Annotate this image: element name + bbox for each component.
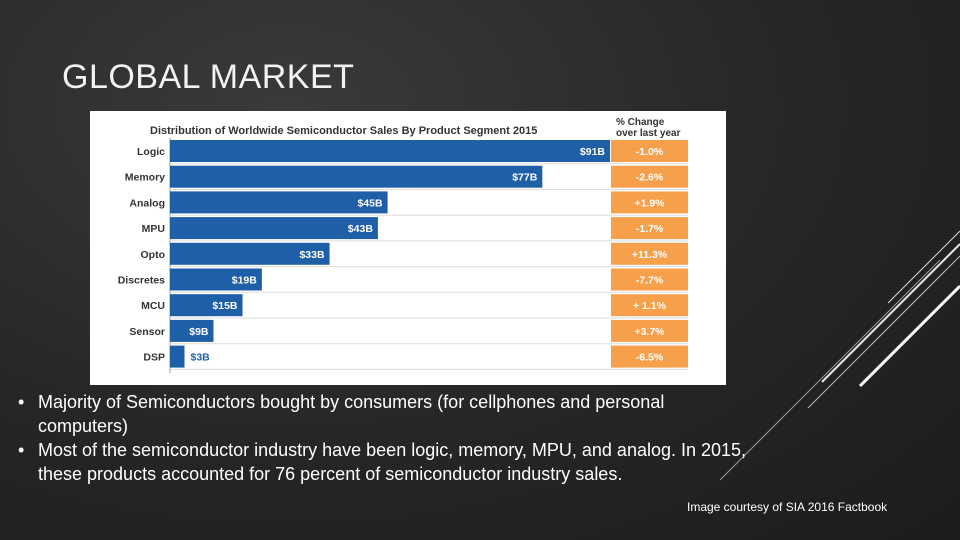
bar-value-label: $77B xyxy=(512,172,538,184)
category-label: Discretes xyxy=(118,275,165,287)
category-label: Sensor xyxy=(129,326,165,338)
bar-value-label: $9B xyxy=(189,326,209,338)
bar-value-label: $45B xyxy=(357,197,383,209)
category-label: Logic xyxy=(137,146,165,158)
change-box xyxy=(611,242,688,265)
bullet-item: • Majority of Semiconductors bought by c… xyxy=(14,390,754,438)
category-label: DSP xyxy=(143,352,165,364)
change-box xyxy=(611,165,688,188)
change-box xyxy=(611,294,688,317)
bar xyxy=(170,191,388,214)
image-credit: Image courtesy of SIA 2016 Factbook xyxy=(687,500,888,514)
category-label: MPU xyxy=(142,223,165,235)
bar xyxy=(170,165,543,188)
bar-value-label: $43B xyxy=(348,223,374,235)
bar xyxy=(170,242,330,265)
bar xyxy=(170,345,185,368)
bar-value-label: $33B xyxy=(299,249,325,261)
slide-title: GLOBAL MARKET xyxy=(62,58,355,96)
bar xyxy=(170,217,378,240)
chart-title: Distribution of Worldwide Semiconductor … xyxy=(150,125,537,137)
bullet-list: • Majority of Semiconductors bought by c… xyxy=(14,390,754,486)
change-label: -7.7% xyxy=(636,275,664,287)
change-label: -1.7% xyxy=(636,223,664,235)
category-label: Analog xyxy=(129,197,165,209)
change-label: -1.0% xyxy=(636,146,664,158)
change-box xyxy=(611,268,688,291)
change-header: over last year xyxy=(616,128,681,139)
change-box xyxy=(611,140,688,162)
change-box xyxy=(611,191,688,214)
bar-value-label: $3B xyxy=(191,352,211,364)
bar xyxy=(170,294,243,317)
category-label: Memory xyxy=(125,172,165,184)
change-label: -6.5% xyxy=(636,352,664,364)
bullet-text: Majority of Semiconductors bought by con… xyxy=(38,392,665,436)
change-box xyxy=(611,217,688,240)
deco-line xyxy=(887,230,960,304)
deco-line xyxy=(821,243,960,383)
change-box xyxy=(611,319,688,342)
change-label: -2.6% xyxy=(636,172,664,184)
change-box xyxy=(611,345,688,368)
chart-image: Distribution of Worldwide Semiconductor … xyxy=(90,111,726,385)
category-label: Opto xyxy=(141,249,166,261)
change-label: +11.3% xyxy=(632,249,668,261)
deco-line xyxy=(807,255,960,409)
change-header: % Change xyxy=(616,117,665,128)
bullet-text: Most of the semiconductor industry have … xyxy=(38,440,747,484)
change-label: +1.9% xyxy=(634,197,665,209)
deco-line xyxy=(719,259,941,481)
bar-value-label: $19B xyxy=(232,275,258,287)
semiconductor-sales-chart: Distribution of Worldwide Semiconductor … xyxy=(118,117,688,373)
bar xyxy=(170,140,610,162)
bar xyxy=(170,268,262,291)
category-label: MCU xyxy=(141,300,165,312)
bullet-item: • Most of the semiconductor industry hav… xyxy=(14,438,754,486)
bar xyxy=(170,319,214,342)
bullet-dot: • xyxy=(18,392,25,412)
bar-value-label: $91B xyxy=(580,146,606,158)
bar-value-label: $15B xyxy=(212,300,238,312)
bullet-dot: • xyxy=(18,440,25,460)
change-label: +3.7% xyxy=(634,326,665,338)
change-label: + 1.1% xyxy=(633,300,667,312)
deco-line xyxy=(858,284,960,388)
